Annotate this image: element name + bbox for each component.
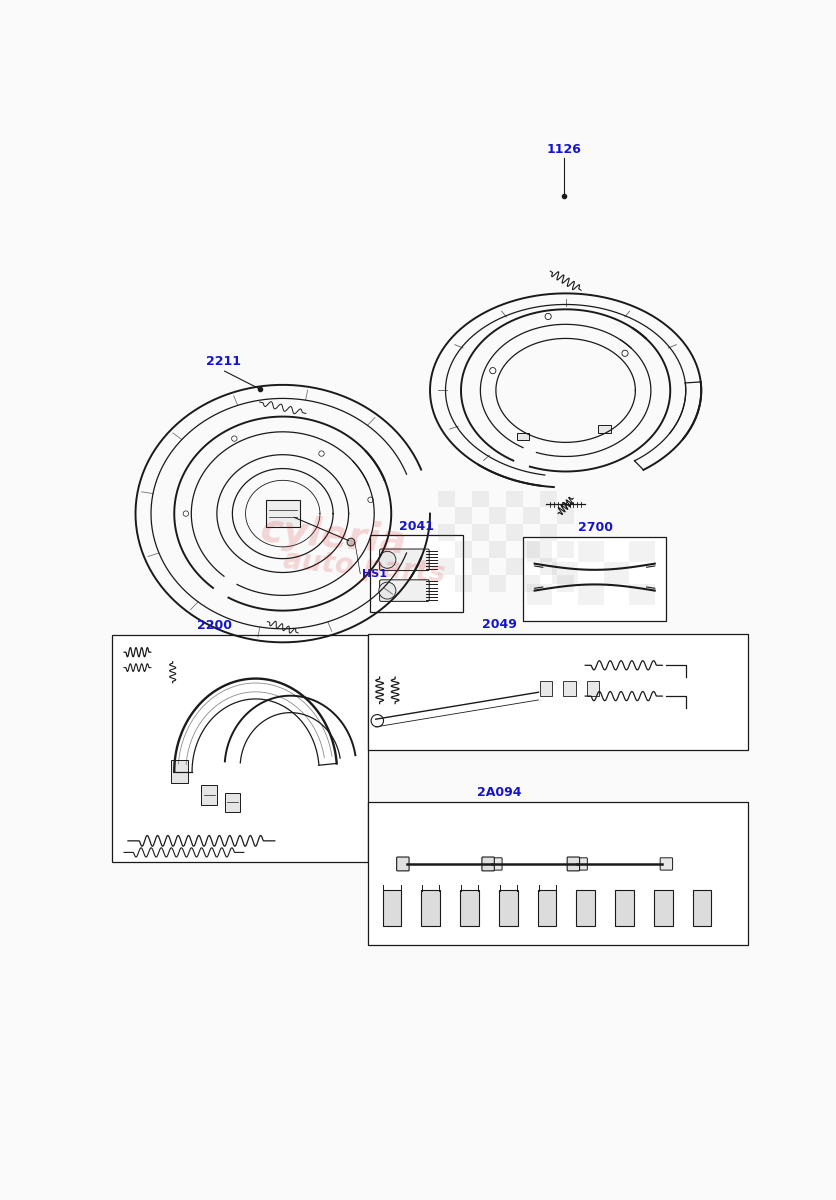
Bar [112,635,368,863]
Bar [266,499,300,528]
Bar [557,541,574,558]
Bar [527,540,553,562]
FancyBboxPatch shape [461,890,479,926]
Bar [540,491,557,508]
FancyBboxPatch shape [482,857,494,871]
Bar [523,508,540,524]
Bar [630,540,655,562]
Bar [557,508,574,524]
Bar [553,562,578,583]
Bar [517,433,529,440]
Bar [557,575,574,592]
Text: 2049: 2049 [482,618,517,631]
Circle shape [379,551,396,569]
Text: 2211: 2211 [206,355,241,368]
Circle shape [545,313,551,319]
Bar [472,524,489,541]
Bar [489,575,506,592]
Bar [604,562,630,583]
FancyBboxPatch shape [660,858,673,870]
Bar [472,491,489,508]
Bar [171,760,188,784]
FancyBboxPatch shape [693,890,711,926]
Circle shape [183,511,189,516]
Bar [506,558,523,575]
Bar [489,508,506,524]
Bar [455,508,472,524]
Bar [578,583,604,605]
Circle shape [368,497,373,503]
Circle shape [319,451,324,456]
Bar [201,786,217,805]
Bar [370,535,462,612]
Circle shape [490,367,496,373]
Bar [368,635,747,750]
Circle shape [379,582,396,599]
Bar [506,491,523,508]
Text: 2A094: 2A094 [477,786,522,799]
Bar [455,575,472,592]
Text: cyleria: cyleria [258,511,408,562]
FancyBboxPatch shape [380,550,429,570]
Text: 2041: 2041 [399,520,434,533]
Bar [630,583,655,605]
Bar [438,558,455,575]
Text: HS1: HS1 [362,569,387,578]
Bar [599,425,610,433]
FancyBboxPatch shape [380,580,429,601]
Bar [523,541,540,558]
Bar [523,575,540,592]
FancyBboxPatch shape [538,890,556,926]
FancyBboxPatch shape [421,890,440,926]
Bar [540,524,557,541]
Bar [472,558,489,575]
Bar [587,680,599,696]
Text: 2700: 2700 [578,521,613,534]
FancyBboxPatch shape [577,890,595,926]
Bar [489,541,506,558]
Bar [563,680,576,696]
Circle shape [232,436,237,442]
FancyBboxPatch shape [615,890,634,926]
Bar [438,524,455,541]
Circle shape [622,350,628,356]
Bar [523,536,666,622]
Bar [506,524,523,541]
Bar [368,803,747,944]
Bar [225,793,240,812]
Bar [527,583,553,605]
Bar [438,491,455,508]
Bar [540,680,553,696]
Text: auto parts: auto parts [282,546,446,588]
FancyBboxPatch shape [499,890,517,926]
Text: 1126: 1126 [547,143,582,156]
FancyBboxPatch shape [396,857,409,871]
FancyBboxPatch shape [490,858,502,870]
Text: 2200: 2200 [197,619,232,632]
Bar [578,540,604,562]
Bar [455,541,472,558]
Circle shape [347,539,354,546]
FancyBboxPatch shape [654,890,673,926]
FancyBboxPatch shape [567,857,579,871]
Bar [540,558,557,575]
FancyBboxPatch shape [383,890,401,926]
FancyBboxPatch shape [575,858,588,870]
